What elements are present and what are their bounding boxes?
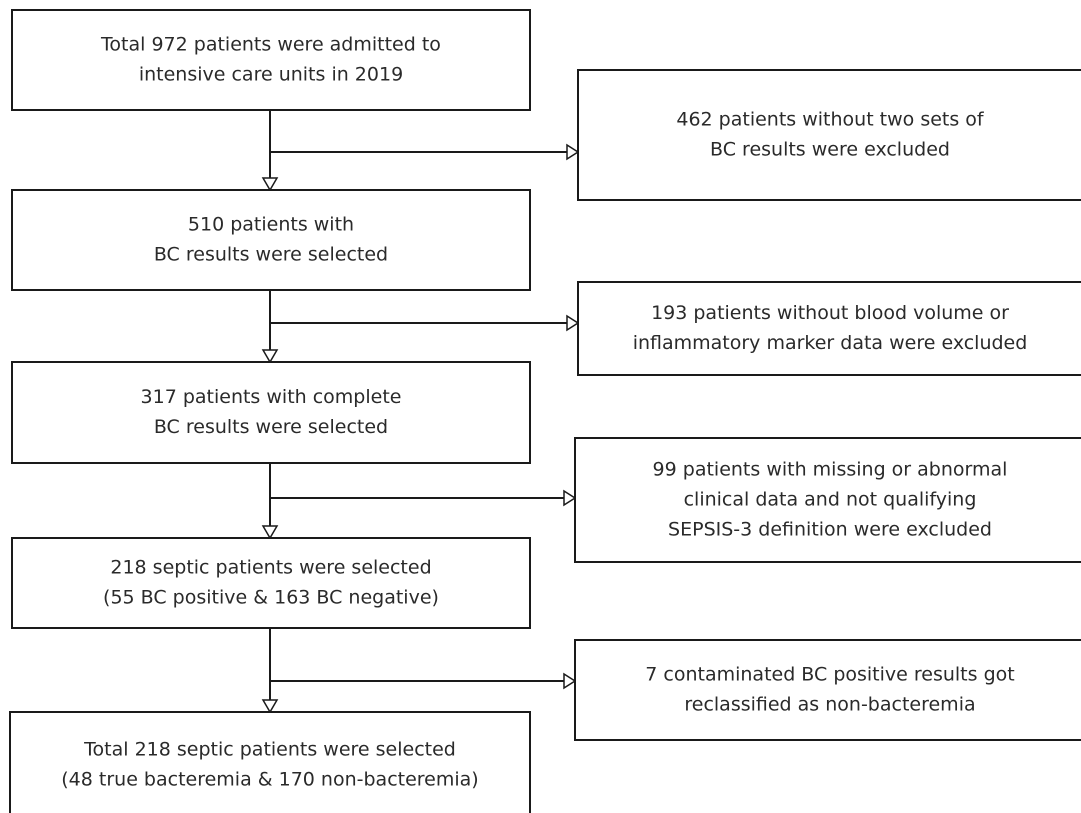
arrowhead	[563, 489, 577, 507]
box-text: intensive care units in 2019	[139, 64, 403, 86]
box	[11, 9, 531, 111]
box-text: 462 patients without two sets of	[676, 109, 985, 131]
box	[574, 437, 1081, 563]
box-text: clinical data and not qualifying	[684, 489, 977, 511]
arrowhead	[566, 314, 580, 332]
box	[574, 639, 1081, 741]
box-text: 510 patients with	[188, 214, 354, 236]
arrowhead	[566, 143, 580, 161]
box-text: SEPSIS-3 definition were excluded	[668, 519, 992, 541]
box	[11, 537, 531, 629]
box-text: (48 true bacteremia & 170 non-bacteremia…	[61, 769, 478, 791]
arrowhead	[261, 177, 279, 192]
box-text: 7 contaminated BC positive results got	[645, 664, 1014, 686]
box	[577, 69, 1081, 201]
box-text: inflammatory marker data were excluded	[633, 332, 1028, 354]
box-text: BC results were selected	[154, 416, 388, 438]
box-text: 317 patients with complete	[141, 386, 402, 408]
box-text: 99 patients with missing or abnormal	[653, 459, 1008, 481]
box-text: 193 patients without blood volume or	[651, 302, 1009, 324]
box-text: Total 218 septic patients were selected	[83, 739, 456, 761]
connectors	[261, 110, 580, 714]
box	[11, 189, 531, 291]
box-text: reclassified as non-bacteremia	[684, 694, 975, 716]
arrowhead	[261, 525, 279, 540]
box-text: BC results were selected	[154, 244, 388, 266]
box-text: Total 972 patients were admitted to	[100, 34, 441, 56]
box-text: 218 septic patients were selected	[110, 557, 431, 579]
box	[577, 281, 1081, 376]
arrowhead	[563, 672, 577, 690]
box-text: BC results were excluded	[710, 139, 950, 161]
box-text: (55 BC positive & 163 BC negative)	[103, 587, 439, 609]
box	[9, 711, 531, 813]
arrowhead	[261, 349, 279, 364]
box	[11, 361, 531, 464]
arrowhead	[261, 699, 279, 714]
